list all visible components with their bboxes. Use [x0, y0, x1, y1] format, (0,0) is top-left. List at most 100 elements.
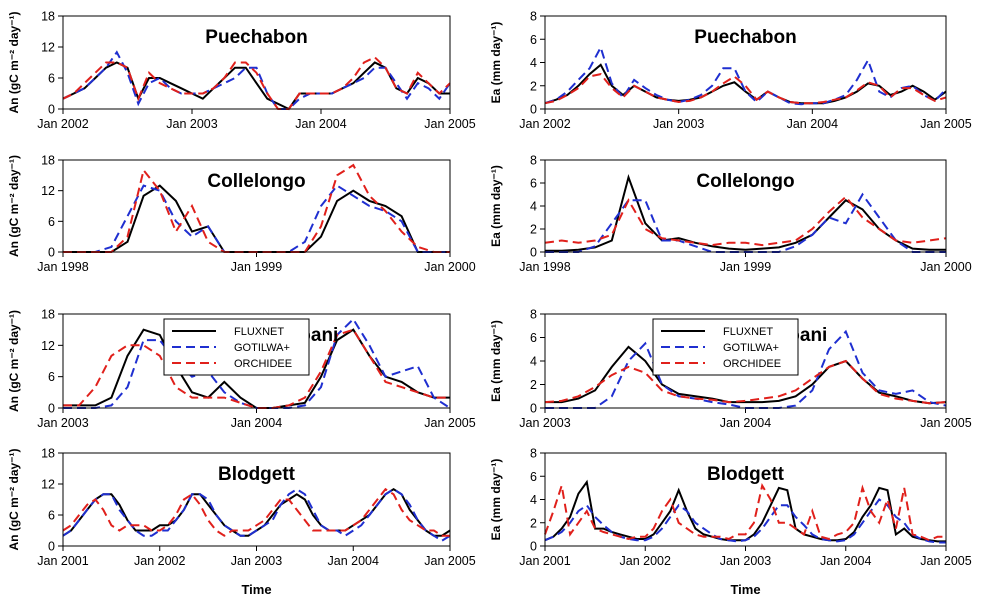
legend-label: ORCHIDEE [723, 358, 781, 370]
y-tick-label: 6 [48, 370, 55, 384]
y-tick-label: 6 [530, 470, 537, 484]
plot-frame [62, 15, 451, 110]
x-axis-label: Time [730, 582, 760, 596]
x-tick-label: Jan 2002 [519, 117, 570, 131]
legend-label: FLUXNET [234, 326, 284, 338]
y-tick-label: 6 [530, 331, 537, 345]
y-axis-label: Ea (mm day⁻¹) [489, 459, 503, 541]
x-tick-label: Jan 2005 [920, 117, 971, 131]
y-tick-label: 6 [530, 177, 537, 191]
panel-title: Collelongo [696, 171, 794, 192]
series-line [62, 61, 450, 111]
x-tick-label: Jan 2004 [787, 117, 838, 131]
x-tick-label: Jan 1998 [519, 260, 570, 274]
x-tick-label: Jan 1999 [720, 260, 771, 274]
plot-frame [544, 452, 947, 547]
plot-frame [62, 452, 451, 547]
legend-label: FLUXNET [723, 326, 773, 338]
legend-label: ORCHIDEE [234, 358, 292, 370]
x-tick-label: Jan 2002 [620, 554, 671, 568]
x-tick-label: Jan 2003 [166, 117, 217, 131]
y-tick-label: 0 [530, 540, 537, 554]
x-tick-label: Jan 2005 [424, 554, 475, 568]
y-tick-label: 12 [41, 478, 55, 492]
panel: 0 6 12 18 Jan 1998 Jan 1999 Jan 2000 Collelongo… [7, 154, 476, 275]
panel-title: Collelongo [207, 171, 305, 192]
y-tick-label: 18 [41, 308, 55, 322]
x-tick-label: Jan 2000 [920, 260, 971, 274]
y-tick-label: 12 [41, 184, 55, 198]
y-tick-label: 0 [48, 540, 55, 554]
y-tick-label: 2 [530, 79, 537, 93]
x-tick-label: Jan 2003 [519, 416, 570, 430]
y-axis-label: An (gC m⁻² day⁻¹) [7, 155, 21, 257]
y-tick-label: 6 [48, 215, 55, 229]
y-tick-label: 0 [530, 402, 537, 416]
x-tick-label: Jan 2004 [820, 554, 871, 568]
series-line [63, 328, 450, 409]
x-tick-label: Jan 2005 [920, 416, 971, 430]
plot-frame [544, 15, 947, 110]
panel: 0 2 4 6 8 Jan 1998 Jan 1999 Jan 2000 Collelongo E… [489, 154, 972, 275]
x-tick-label: Jan 2003 [653, 117, 704, 131]
series-line [62, 488, 451, 542]
plot-frame [62, 159, 451, 253]
series-line [544, 63, 947, 105]
y-tick-label: 0 [530, 103, 537, 117]
panel-title: Blodgett [707, 464, 785, 485]
x-tick-label: Jan 1999 [231, 260, 282, 274]
y-tick-label: 6 [530, 33, 537, 47]
series-line [544, 498, 946, 544]
panel: 0 6 12 18 Jan 2002 Jan 2003 Jan 2004 Jan 2005 Pu… [7, 10, 476, 132]
y-tick-label: 2 [530, 223, 537, 237]
series-line [545, 345, 947, 405]
y-tick-label: 18 [41, 10, 55, 24]
series-line [62, 56, 451, 110]
x-tick-label: Jan 2002 [37, 117, 88, 131]
series-line [544, 72, 947, 105]
x-tick-label: Jan 2004 [231, 416, 282, 430]
y-tick-label: 4 [530, 200, 537, 214]
y-tick-label: 6 [48, 72, 55, 86]
y-axis-label: Ea (mm day⁻¹) [489, 320, 503, 402]
y-tick-label: 12 [41, 339, 55, 353]
y-tick-label: 8 [530, 154, 537, 168]
series-line [544, 482, 946, 542]
y-tick-label: 6 [48, 509, 55, 523]
x-tick-label: Jan 2003 [720, 554, 771, 568]
plot-frame [62, 313, 451, 409]
panel: 0 2 4 6 8 Jan 2002 Jan 2003 Jan 2004 Jan 2005 Pue… [489, 10, 972, 132]
y-axis-label: Ea (mm day⁻¹) [489, 22, 503, 104]
y-tick-label: 0 [530, 246, 537, 260]
x-tick-label: Jan 2005 [920, 554, 971, 568]
y-tick-label: 0 [48, 246, 55, 260]
x-tick-label: Jan 2002 [134, 554, 185, 568]
x-tick-label: Jan 2005 [424, 416, 475, 430]
x-tick-label: Jan 2004 [295, 117, 346, 131]
series-line [62, 487, 450, 537]
plot-frame [544, 313, 947, 409]
x-tick-label: Jan 2003 [231, 554, 282, 568]
panel-title: Blodgett [218, 464, 296, 485]
y-tick-label: 8 [530, 308, 537, 322]
x-tick-label: Jan 2004 [720, 416, 771, 430]
x-tick-label: Jan 2001 [519, 554, 570, 568]
series-line [544, 195, 947, 247]
y-axis-label: Ea (mm day⁻¹) [489, 165, 503, 247]
legend-label: GOTILWA+ [234, 342, 290, 354]
y-tick-label: 4 [530, 56, 537, 70]
x-tick-label: Jan 2001 [37, 554, 88, 568]
x-axis-label: Time [241, 582, 271, 596]
y-tick-label: 12 [41, 41, 55, 55]
y-tick-label: 8 [530, 10, 537, 24]
y-tick-label: 4 [530, 493, 537, 507]
panel: 0 6 12 18 Jan 2001 Jan 2002 Jan 2003 Jan 2004 Ja… [7, 447, 476, 596]
plot-frame [544, 159, 947, 253]
panel: 0 2 4 6 8 Jan 2001 Jan 2002 Jan 2003 Jan 2004 Jan… [489, 447, 972, 596]
x-tick-label: Jan 1998 [37, 260, 88, 274]
panel-title: Puechabon [694, 27, 796, 48]
